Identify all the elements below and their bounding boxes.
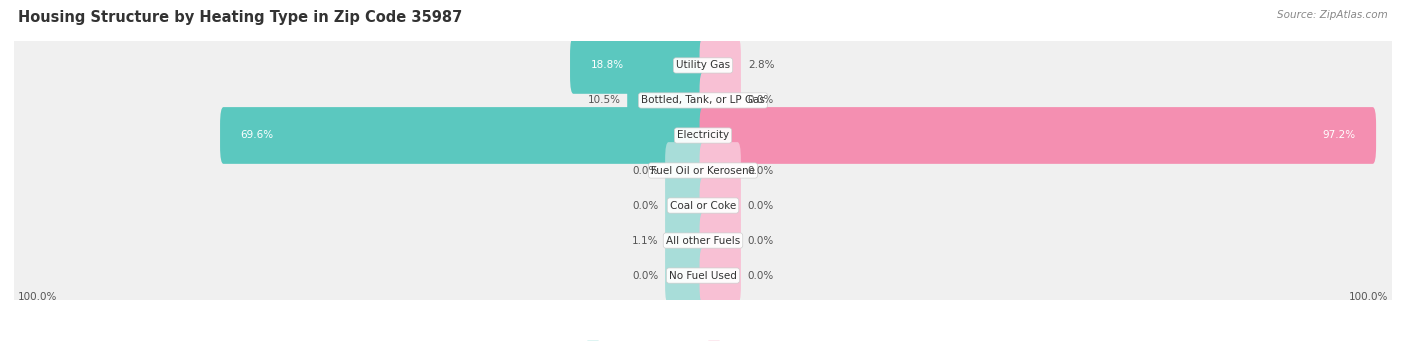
Text: 0.0%: 0.0% (748, 270, 775, 281)
Text: 0.0%: 0.0% (631, 201, 658, 210)
FancyBboxPatch shape (6, 0, 1400, 133)
FancyBboxPatch shape (6, 103, 1400, 238)
Text: 100.0%: 100.0% (17, 292, 56, 302)
Text: 0.0%: 0.0% (631, 165, 658, 176)
Text: Housing Structure by Heating Type in Zip Code 35987: Housing Structure by Heating Type in Zip… (18, 10, 463, 25)
FancyBboxPatch shape (665, 212, 706, 269)
Text: 0.0%: 0.0% (748, 201, 775, 210)
FancyBboxPatch shape (6, 31, 1400, 169)
Text: 0.0%: 0.0% (748, 165, 775, 176)
FancyBboxPatch shape (700, 247, 741, 304)
FancyBboxPatch shape (6, 136, 1400, 275)
FancyBboxPatch shape (700, 107, 1376, 164)
FancyBboxPatch shape (665, 177, 706, 234)
Text: Utility Gas: Utility Gas (676, 60, 730, 71)
FancyBboxPatch shape (6, 0, 1400, 134)
FancyBboxPatch shape (6, 32, 1400, 168)
FancyBboxPatch shape (6, 207, 1400, 341)
Text: Source: ZipAtlas.com: Source: ZipAtlas.com (1277, 10, 1388, 20)
Text: Coal or Coke: Coal or Coke (669, 201, 737, 210)
FancyBboxPatch shape (6, 137, 1400, 273)
Text: Fuel Oil or Kerosene: Fuel Oil or Kerosene (651, 165, 755, 176)
FancyBboxPatch shape (700, 212, 741, 269)
Text: 100.0%: 100.0% (1350, 292, 1389, 302)
Text: 10.5%: 10.5% (588, 95, 620, 105)
FancyBboxPatch shape (700, 72, 741, 129)
FancyBboxPatch shape (700, 37, 741, 94)
Text: 2.8%: 2.8% (748, 60, 775, 71)
FancyBboxPatch shape (6, 68, 1400, 204)
Text: All other Fuels: All other Fuels (666, 236, 740, 246)
FancyBboxPatch shape (6, 208, 1400, 341)
Text: 69.6%: 69.6% (240, 131, 274, 140)
Text: 1.1%: 1.1% (631, 236, 658, 246)
Text: No Fuel Used: No Fuel Used (669, 270, 737, 281)
FancyBboxPatch shape (6, 102, 1400, 239)
FancyBboxPatch shape (221, 107, 706, 164)
FancyBboxPatch shape (700, 177, 741, 234)
FancyBboxPatch shape (627, 72, 706, 129)
Text: 0.0%: 0.0% (748, 236, 775, 246)
FancyBboxPatch shape (665, 247, 706, 304)
Text: 0.0%: 0.0% (631, 270, 658, 281)
FancyBboxPatch shape (6, 172, 1400, 310)
FancyBboxPatch shape (6, 66, 1400, 205)
FancyBboxPatch shape (6, 173, 1400, 309)
Text: 0.0%: 0.0% (748, 95, 775, 105)
FancyBboxPatch shape (569, 37, 706, 94)
FancyBboxPatch shape (665, 142, 706, 199)
Text: Electricity: Electricity (676, 131, 730, 140)
Text: 18.8%: 18.8% (591, 60, 624, 71)
Text: 97.2%: 97.2% (1322, 131, 1355, 140)
FancyBboxPatch shape (700, 142, 741, 199)
Text: Bottled, Tank, or LP Gas: Bottled, Tank, or LP Gas (641, 95, 765, 105)
